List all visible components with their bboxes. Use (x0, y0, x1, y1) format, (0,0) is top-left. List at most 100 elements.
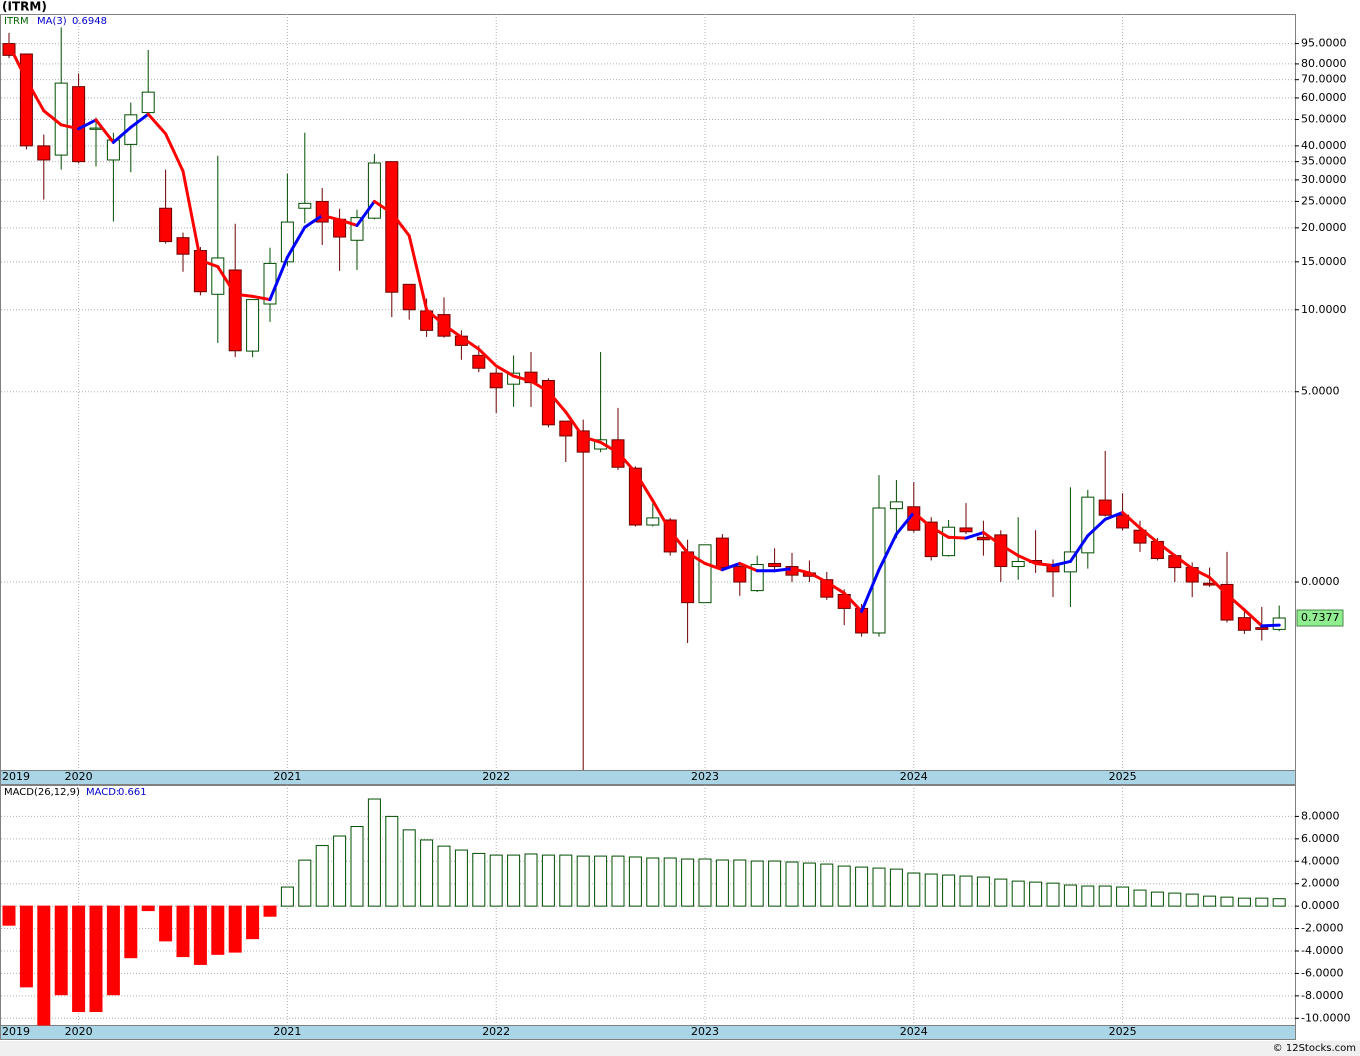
macd-bar (54, 905, 68, 996)
ma-segment (981, 531, 1003, 547)
ma-segment (1086, 517, 1107, 538)
candle-body (367, 162, 381, 219)
macd-bar (1150, 891, 1164, 907)
candle-body (472, 354, 486, 369)
candle-body (889, 501, 903, 510)
macd-bar (1063, 884, 1077, 907)
y-tick-label: 4.0000 (1301, 854, 1340, 867)
candle-body (54, 82, 68, 156)
ma-segment (512, 374, 533, 383)
y-tick-label: 0.0000 (1301, 899, 1340, 912)
ma-segment (1190, 567, 1212, 579)
x-tick-label: 2025 (1109, 1025, 1137, 1038)
candle-body (646, 517, 660, 526)
ma-segment (77, 118, 98, 131)
ma-segment (24, 78, 46, 113)
x-tick-label: 2021 (273, 770, 301, 783)
candle-body (924, 521, 938, 558)
macd-bar (524, 853, 538, 907)
y-tick-label: 60.0000 (1301, 91, 1347, 104)
y-tick-label: 35.0000 (1301, 155, 1347, 168)
macd-bar (1133, 889, 1147, 907)
macd-bar (507, 854, 521, 907)
macd-bar (2, 905, 16, 926)
ma-segment (338, 218, 359, 227)
candle-body (19, 53, 33, 147)
y-tick-label: 5.0000 (1301, 385, 1340, 398)
macd-bar (19, 905, 33, 988)
macd-bar (802, 862, 816, 907)
ma-segment (703, 561, 724, 572)
macd-bar (715, 859, 729, 907)
candle-body (385, 161, 399, 293)
x-tick-label: 2020 (65, 770, 93, 783)
y-tick-label: 15.0000 (1301, 255, 1347, 268)
ma-segment (1103, 511, 1125, 521)
ma-segment (285, 225, 307, 259)
macd-bar (942, 874, 956, 907)
ma-segment (459, 335, 481, 351)
candle-body (1255, 627, 1269, 630)
ma-segment (1051, 559, 1072, 568)
ma-segment (1034, 561, 1055, 568)
candle-body (1098, 499, 1112, 516)
macd-bar (1203, 895, 1217, 907)
ma-segment (390, 211, 411, 238)
ma-segment (1068, 534, 1090, 563)
macd-bar (246, 905, 260, 940)
macd-bar (576, 855, 590, 907)
macd-value: 0.661 (118, 787, 147, 798)
macd-bar (472, 852, 486, 907)
price-panel (0, 14, 1296, 771)
ma-segment (251, 294, 272, 302)
ma-segment (320, 213, 342, 222)
ma-segment (129, 112, 150, 129)
ma-segment (407, 234, 429, 312)
candle-body (1011, 560, 1025, 568)
y-tick-label: 25.0000 (1301, 194, 1347, 207)
macd-bar (298, 859, 312, 907)
ma-segment (668, 529, 690, 555)
x-tick-label: 2019 (2, 1025, 30, 1038)
macd-bar (994, 878, 1008, 907)
macd-bar (768, 860, 782, 907)
ma-segment (1208, 575, 1229, 596)
macd-bar (1185, 893, 1199, 907)
macd-bar (454, 849, 468, 907)
ma-segment (7, 43, 28, 82)
y-tick-label: -4.0000 (1301, 944, 1343, 957)
ma-segment (546, 389, 568, 414)
ma-segment (529, 379, 550, 393)
ma-segment (198, 258, 220, 269)
macd-bar (681, 858, 695, 907)
candle-body (159, 207, 173, 243)
candle-body (246, 299, 260, 352)
macd-bar (1272, 898, 1286, 907)
ma-segment (581, 435, 603, 444)
macd-prefix: MACD: (86, 787, 119, 798)
ma-segment (216, 265, 237, 296)
y-tick-label: 10.0000 (1301, 303, 1347, 316)
ma-segment (1173, 554, 1194, 571)
ma-segment (599, 440, 620, 455)
x-tick-label: 2021 (273, 1025, 301, 1038)
candle-body (1116, 514, 1130, 529)
macd-bar (1029, 881, 1043, 907)
ma-segment (111, 125, 133, 144)
ma-segment (181, 169, 202, 262)
candle-body (141, 91, 155, 114)
macd-bar (959, 875, 973, 907)
macd-bar (211, 905, 225, 955)
macd-bar (907, 872, 921, 907)
candle-body (1133, 529, 1147, 544)
legend-ma: MA(3) (37, 16, 67, 27)
macd-bar (820, 863, 834, 907)
macd-bar (1046, 882, 1060, 907)
candle-body (89, 127, 103, 130)
macd-bar (628, 856, 642, 907)
macd-bar (1255, 897, 1269, 907)
macd-bar (193, 905, 207, 965)
ma-segment (877, 532, 898, 572)
candle-body (959, 527, 973, 533)
